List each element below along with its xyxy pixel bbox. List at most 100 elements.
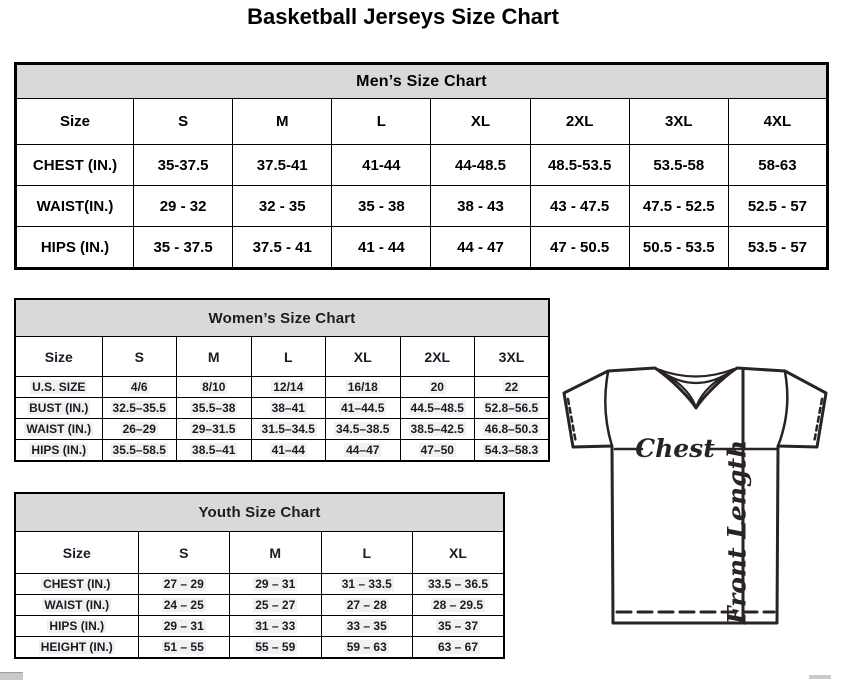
highlighted-text: 24 – 25	[161, 598, 206, 612]
highlighted-text: 44–47	[344, 443, 382, 457]
highlighted-text: 29 – 31	[161, 619, 206, 633]
highlighted-text: 46.8–50.3	[482, 422, 541, 436]
table-cell: 37.5-41	[232, 144, 333, 186]
column-header: Size	[15, 98, 134, 145]
table-row: WAIST (IN.) 26–29 29–31.5 31.5–34.5 34.5–38.…	[14, 418, 550, 440]
table-row: HIPS (IN.) 35.5–58.5 38.5–41 41–44 44–47 47–5…	[14, 439, 550, 462]
table-header-row: Size S M L XL 2XL 3XL	[14, 336, 550, 377]
jersey-measurement-diagram: Chest Front Length	[553, 360, 843, 660]
table-cell: 44 - 47	[430, 226, 531, 269]
highlighted-text: 16/18	[345, 380, 380, 394]
table-title-row: Women’s Size Chart	[14, 298, 550, 337]
highlighted-text: 38.5–41	[190, 443, 238, 457]
table-cell: 22	[474, 376, 550, 398]
table-cell: 44–47	[325, 439, 401, 462]
table-cell: 35-37.5	[132, 144, 234, 186]
highlighted-text: 27 – 29	[161, 577, 206, 591]
table-cell: 50.5 - 53.5	[628, 226, 729, 269]
highlighted-text: 33.5 – 36.5	[425, 577, 491, 591]
column-header: S	[137, 531, 230, 574]
table-cell: 34.5–38.5	[325, 418, 401, 440]
table-cell: 26–29	[101, 418, 177, 440]
highlighted-text: HIPS (IN.)	[29, 443, 89, 457]
highlighted-text: 41–44	[269, 443, 307, 457]
mens-size-chart-table: Men’s Size Chart Size S M L XL 2XL 3XL 4XL CHEST …	[14, 62, 829, 270]
chest-label: Chest	[635, 434, 715, 463]
highlighted-text: 29–31.5	[190, 422, 238, 436]
highlighted-text: 55 – 59	[253, 640, 298, 654]
column-header: L	[250, 336, 326, 377]
table-cell: 63 – 67	[412, 636, 505, 659]
highlighted-text: 28 – 29.5	[430, 598, 486, 612]
table-cell: 24 – 25	[137, 594, 230, 616]
table-cell: 43 - 47.5	[529, 185, 630, 227]
table-cell: 35 - 38	[331, 185, 432, 227]
column-header: L	[320, 531, 413, 574]
row-label: HIPS (IN.)	[15, 226, 134, 269]
table-row: WAIST (IN.) 24 – 25 25 – 27 27 – 28 28 – 29.…	[14, 594, 505, 616]
column-header: XL	[412, 531, 505, 574]
highlighted-text: 20	[428, 380, 446, 394]
highlighted-text: 38.5–42.5	[408, 422, 466, 436]
right-shoulder-seam	[776, 370, 789, 448]
table-cell: 38.5–41	[176, 439, 252, 462]
highlighted-text: 34.5–38.5	[334, 422, 392, 436]
table-cell: 35 – 37	[412, 615, 505, 637]
collar-arc-outer	[655, 367, 736, 378]
row-label: WAIST (IN.)	[14, 594, 139, 616]
highlighted-text: 29 – 31	[253, 577, 298, 591]
column-header: M	[176, 336, 252, 377]
highlighted-text: HEIGHT (IN.)	[38, 640, 115, 654]
table-cell: 33.5 – 36.5	[412, 573, 505, 595]
table-cell: 38 - 43	[430, 185, 531, 227]
table-cell: 38.5–42.5	[399, 418, 475, 440]
table-cell: 16/18	[325, 376, 401, 398]
column-header: 4XL	[727, 98, 829, 145]
row-label: HEIGHT (IN.)	[14, 636, 139, 659]
table-cell: 47–50	[399, 439, 475, 462]
table-cell: 38–41	[250, 397, 326, 419]
table-cell: 27 – 28	[320, 594, 413, 616]
table-title: Women’s Size Chart	[14, 298, 550, 337]
table-cell: 37.5 - 41	[232, 226, 333, 269]
column-header: Size	[14, 336, 103, 377]
table-cell: 20	[399, 376, 475, 398]
table-cell: 29 – 31	[137, 615, 230, 637]
highlighted-text: 31 – 33.5	[339, 577, 394, 591]
table-cell: 51 – 55	[137, 636, 230, 659]
highlighted-text: 63 – 67	[435, 640, 481, 654]
scrollbar-fragment-right	[809, 675, 831, 679]
table-cell: 35 - 37.5	[132, 226, 234, 269]
row-label: CHEST (IN.)	[14, 573, 139, 595]
highlighted-text: 35.5–58.5	[110, 443, 168, 457]
highlighted-text: 51 – 55	[161, 640, 206, 654]
column-header: L	[331, 98, 432, 145]
table-cell: 55 – 59	[229, 636, 322, 659]
table-cell: 25 – 27	[229, 594, 322, 616]
highlighted-text: 32.5–35.5	[110, 401, 168, 415]
jersey-outline	[562, 366, 828, 625]
row-label: WAIST (IN.)	[14, 418, 103, 440]
table-row: WAIST(IN.) 29 - 32 32 - 35 35 - 38 38 - 43 43…	[15, 185, 829, 227]
table-cell: 44-48.5	[430, 144, 531, 186]
highlighted-text: 27 – 28	[344, 598, 389, 612]
table-cell: 41 - 44	[331, 226, 432, 269]
column-header: S	[101, 336, 177, 377]
highlighted-text: 4/6	[128, 380, 150, 394]
highlighted-text: 35.5–38	[190, 401, 238, 415]
table-cell: 41–44.5	[325, 397, 401, 419]
table-cell: 31 – 33.5	[320, 573, 413, 595]
left-sleeve-dashed-line	[566, 397, 578, 445]
column-header: 2XL	[529, 98, 630, 145]
column-header: XL	[325, 336, 401, 377]
table-row: CHEST (IN.) 35-37.5 37.5-41 41-44 44-48.5 48.…	[15, 144, 829, 186]
table-cell: 27 – 29	[137, 573, 230, 595]
table-cell: 31 – 33	[229, 615, 322, 637]
highlighted-text: 52.8–56.5	[482, 401, 541, 415]
table-cell: 47.5 - 52.5	[628, 185, 729, 227]
page-title: Basketball Jerseys Size Chart	[247, 4, 559, 29]
highlighted-text: 31 – 33	[253, 619, 298, 633]
highlighted-text: 26–29	[120, 422, 158, 436]
column-header: 2XL	[399, 336, 475, 377]
